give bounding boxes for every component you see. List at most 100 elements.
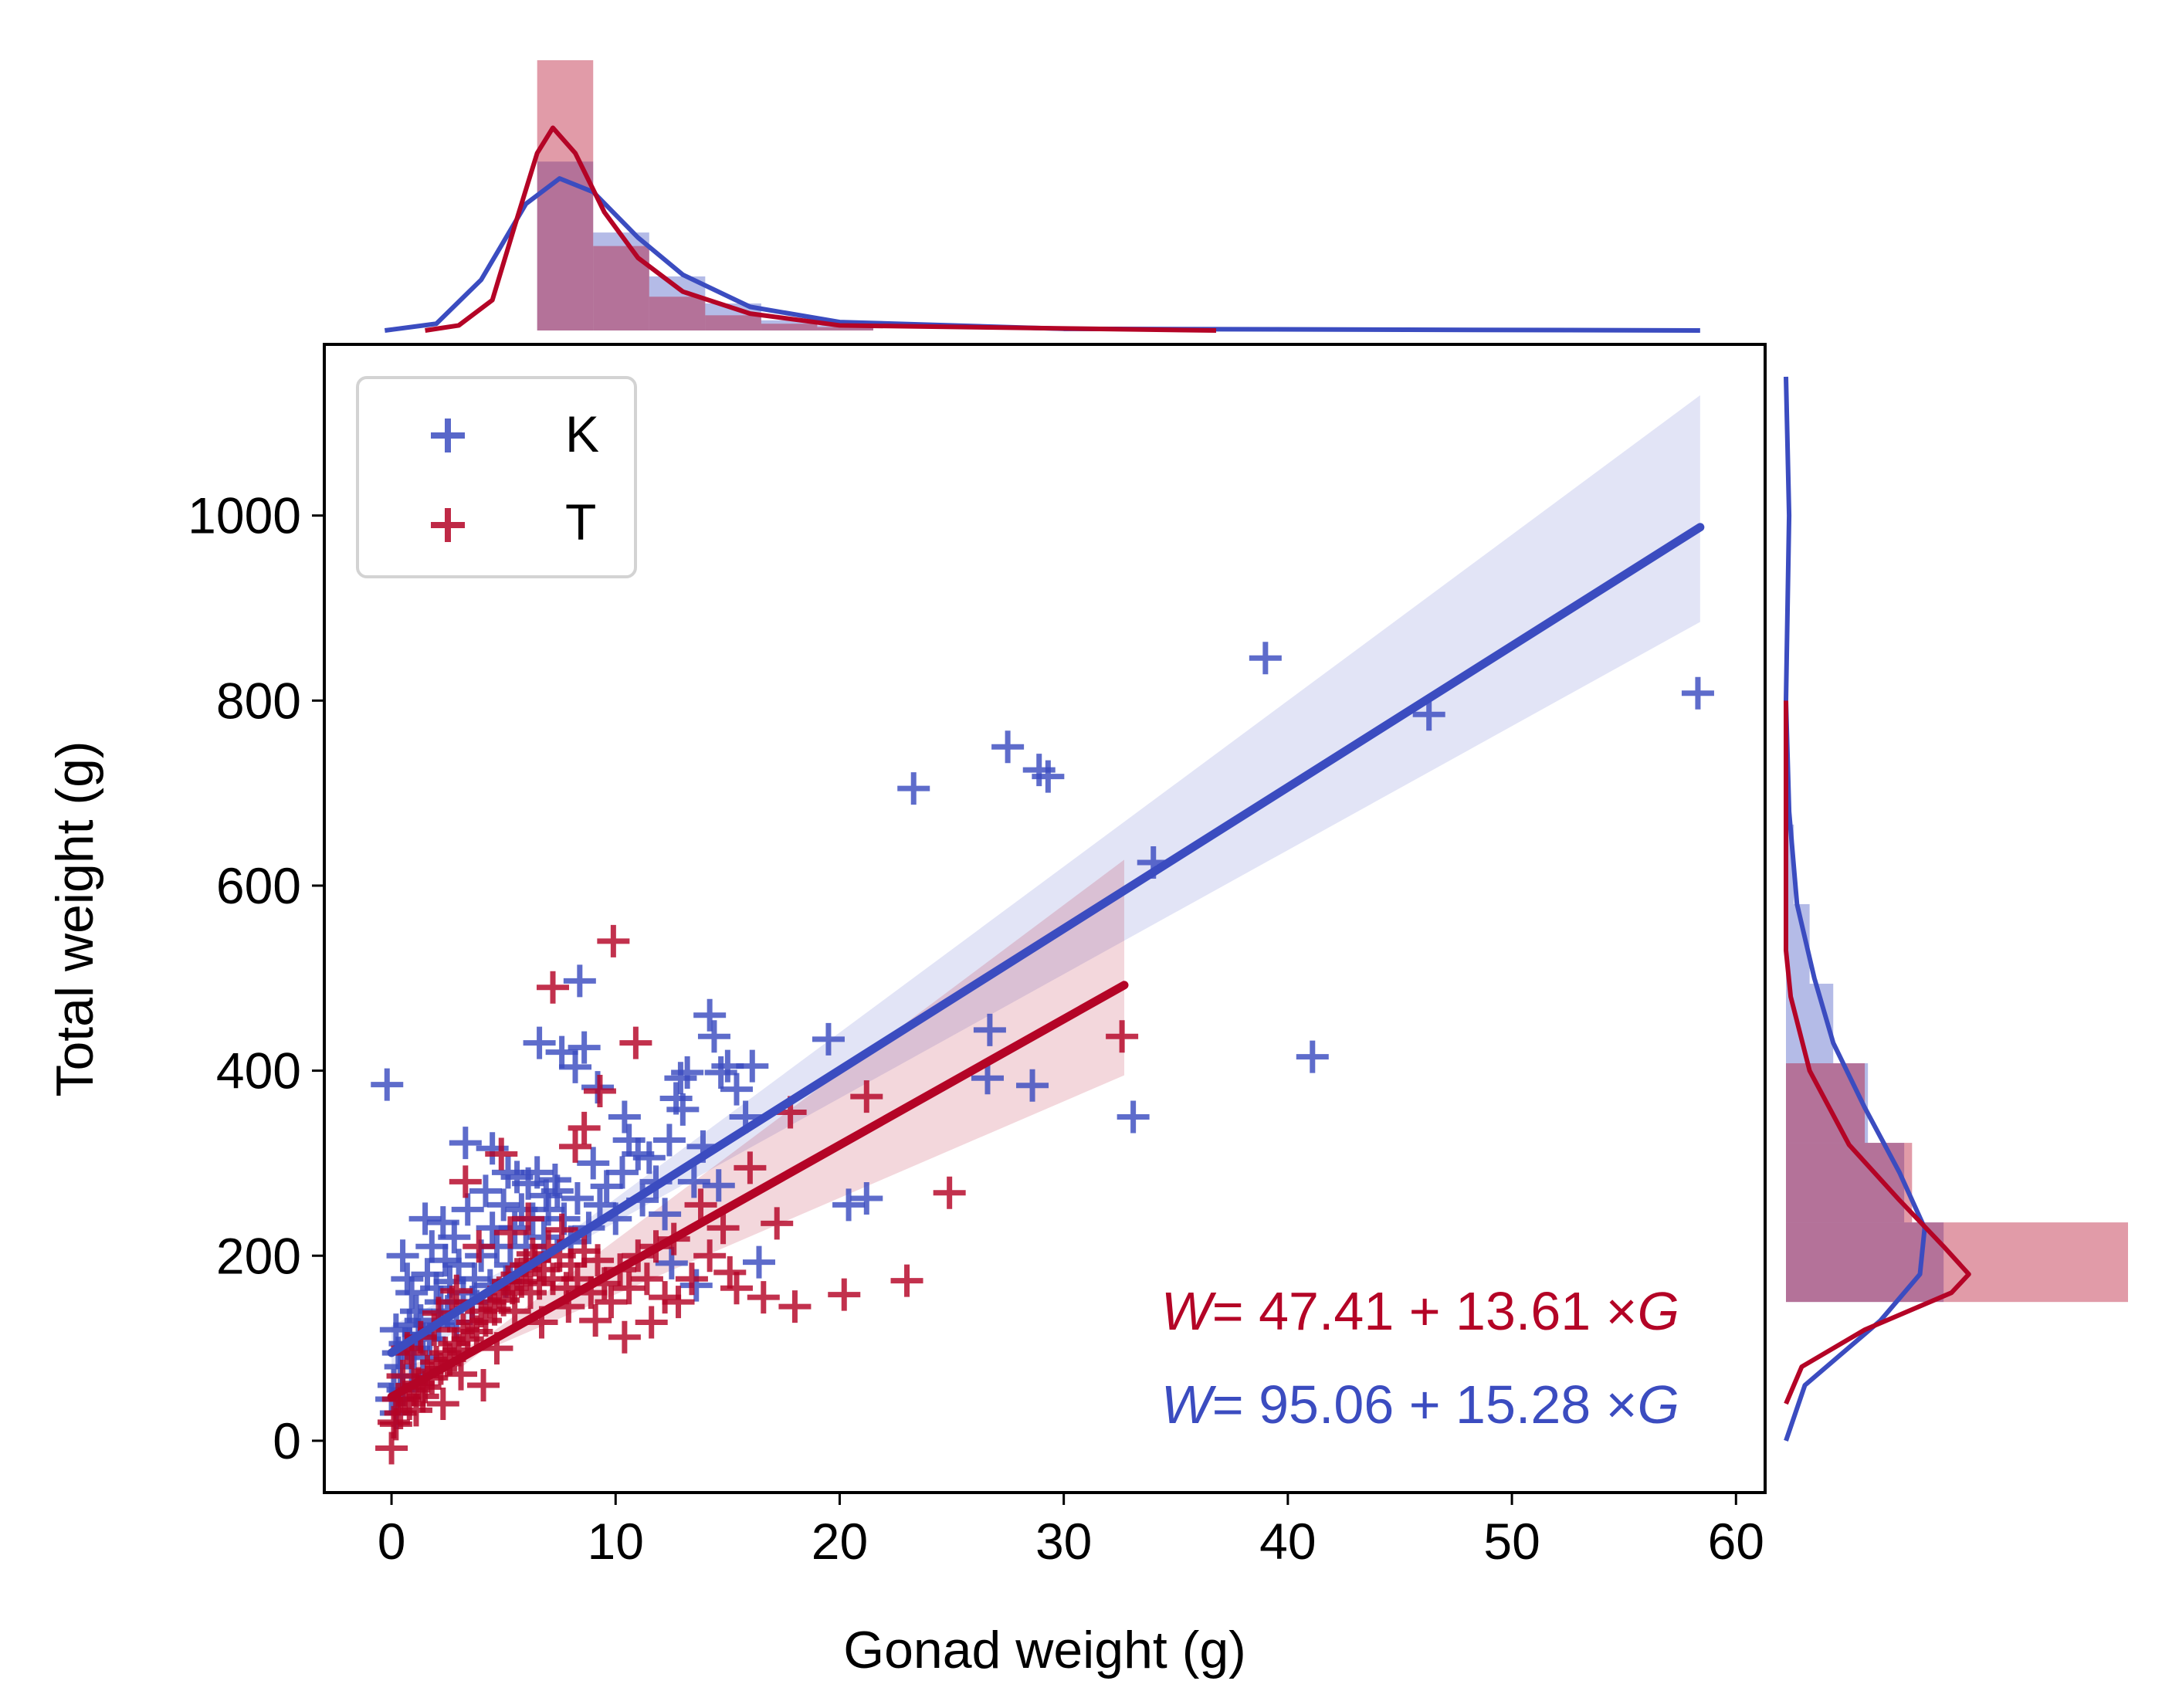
- k-point: [679, 1269, 713, 1302]
- y-tick-label: 600: [216, 857, 301, 914]
- t-point: [635, 1306, 668, 1339]
- k-point: [523, 1026, 556, 1059]
- t-histogram-bar-top: [761, 324, 818, 330]
- t-point: [713, 1256, 747, 1289]
- k-point: [720, 1073, 753, 1106]
- x-tick-label: 40: [1259, 1513, 1316, 1570]
- k-point: [742, 1245, 775, 1279]
- y-axis: 0 200 400 600 800 1000: [188, 487, 324, 1469]
- regression-equations: W= 47.41 + 13.61 ×G W= 95.06 + 15.28 ×G: [1161, 1281, 1679, 1435]
- k-point: [1249, 642, 1282, 675]
- k-point: [677, 1165, 710, 1198]
- k-point: [568, 1031, 601, 1064]
- t-point: [581, 1244, 615, 1277]
- t-point: [720, 1272, 753, 1305]
- y-axis-label: Total weight (g): [46, 740, 104, 1096]
- k-kde-curve-top: [384, 176, 1700, 333]
- t-point: [662, 1286, 695, 1319]
- legend: K T: [356, 376, 637, 578]
- t-point: [512, 1202, 545, 1235]
- k-point: [408, 1202, 442, 1235]
- k-confidence-band: [391, 395, 1700, 1381]
- k-point: [538, 1164, 571, 1196]
- t-point: [493, 1216, 527, 1249]
- t-regression-line: [387, 981, 1129, 1401]
- t-point: [761, 1207, 794, 1240]
- k-point: [583, 1188, 616, 1222]
- t-point: [559, 1130, 592, 1163]
- k-point: [371, 1068, 404, 1101]
- k-point: [973, 1013, 1006, 1046]
- k-point: [395, 1276, 429, 1310]
- k-point: [991, 730, 1025, 764]
- t-point: [612, 1272, 646, 1305]
- t-point: [583, 1074, 616, 1107]
- k-point: [704, 1056, 737, 1089]
- t-point: [597, 924, 630, 957]
- t-point: [707, 1212, 740, 1245]
- k-histogram-bar-right: [1786, 824, 1794, 904]
- k-point: [391, 1262, 424, 1296]
- t-point: [568, 1111, 601, 1144]
- t-point: [1106, 1020, 1139, 1053]
- k-point: [451, 1193, 484, 1226]
- x-tick-label: 30: [1035, 1513, 1092, 1570]
- x-axis: 0 10 20 30 40 50 60: [378, 1493, 1764, 1570]
- k-point: [832, 1188, 866, 1222]
- y-tick-label: 1000: [188, 487, 301, 544]
- k-point: [671, 1056, 704, 1089]
- k-point: [1296, 1040, 1329, 1073]
- t-kde-curve-top: [425, 125, 1217, 333]
- t-histogram-bar-top: [537, 60, 594, 330]
- t-point: [399, 1394, 432, 1427]
- legend-t-plus: [431, 508, 465, 542]
- k-point: [386, 1239, 419, 1273]
- t-point: [595, 1286, 628, 1319]
- k-point: [561, 1181, 594, 1215]
- top-marginal-histogram: [384, 60, 1700, 333]
- k-point: [605, 1156, 639, 1189]
- legend-t-marker: [431, 508, 465, 542]
- x-tick-label: 0: [378, 1513, 406, 1570]
- plot-frame: [323, 343, 1767, 1494]
- x-tick-label: 10: [588, 1513, 644, 1570]
- k-histogram-bar-top: [593, 232, 649, 330]
- k-point: [897, 772, 930, 805]
- y-tick-label: 200: [216, 1227, 301, 1284]
- t-histogram-bar-top: [817, 327, 873, 330]
- t-point: [693, 1239, 727, 1273]
- t-point: [445, 1357, 478, 1391]
- t-point: [778, 1290, 812, 1323]
- t-histogram-bar-right: [1786, 1143, 1913, 1223]
- k-point: [652, 1123, 686, 1157]
- k-regression-equation: W= 95.06 + 15.28 ×G: [1161, 1374, 1679, 1435]
- t-point: [498, 1295, 531, 1328]
- t-point: [734, 1151, 767, 1184]
- k-point: [812, 1022, 845, 1056]
- t-confidence-band: [391, 859, 1125, 1423]
- t-point: [485, 1137, 518, 1171]
- k-point: [632, 1141, 666, 1174]
- k-point: [1032, 760, 1065, 793]
- k-point: [1117, 1100, 1150, 1134]
- k-point: [577, 1147, 610, 1180]
- t-point: [537, 971, 570, 1004]
- t-point: [608, 1320, 641, 1354]
- k-point: [449, 1127, 482, 1160]
- t-points: [375, 924, 1139, 1465]
- t-point: [747, 1281, 780, 1314]
- k-point: [1681, 676, 1714, 710]
- t-point: [890, 1264, 923, 1297]
- t-point: [828, 1278, 861, 1311]
- right-marginal-histogram: [1784, 376, 2128, 1442]
- t-point: [675, 1262, 708, 1296]
- k-point: [666, 1093, 700, 1126]
- legend-box: [356, 376, 637, 578]
- y-tick-label: 800: [216, 672, 301, 729]
- t-histogram-bar-top: [649, 297, 706, 330]
- k-point: [487, 1188, 520, 1222]
- t-point: [630, 1262, 663, 1296]
- t-point: [377, 1405, 410, 1439]
- k-point: [1016, 1069, 1049, 1102]
